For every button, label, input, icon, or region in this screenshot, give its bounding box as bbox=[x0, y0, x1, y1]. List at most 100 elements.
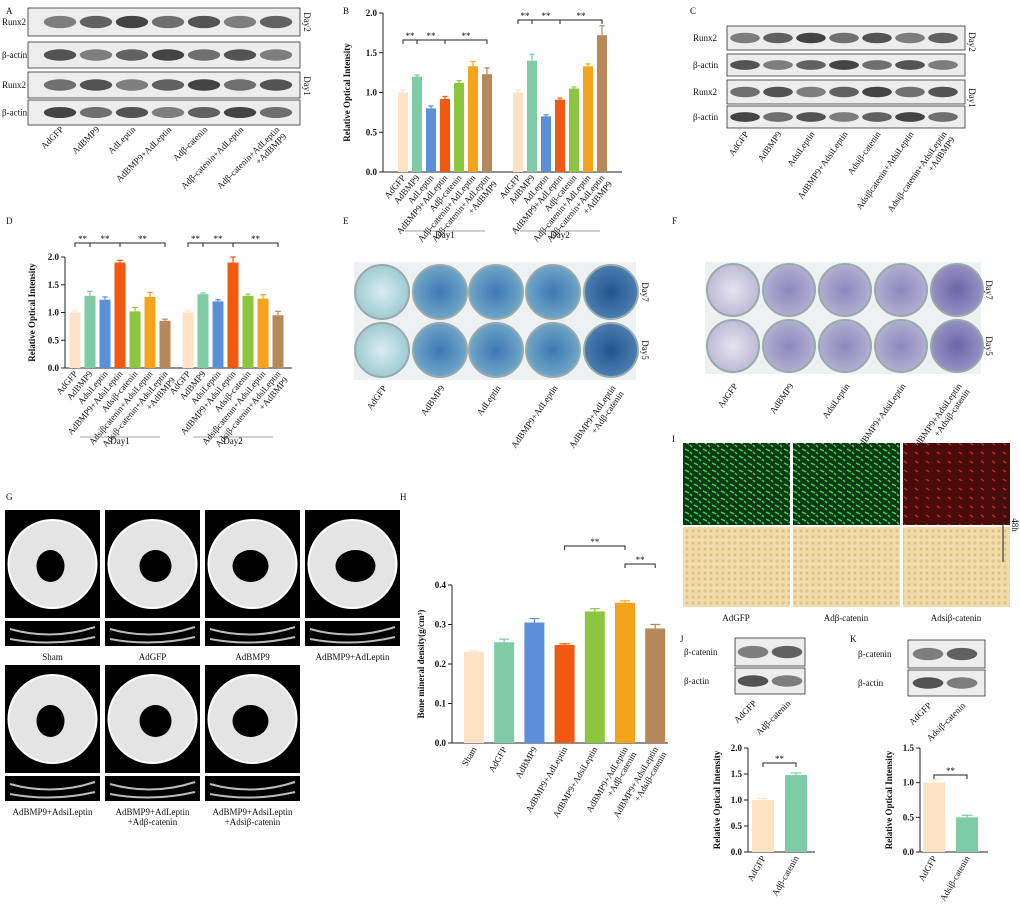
blot-band bbox=[115, 49, 149, 61]
blot-band bbox=[763, 86, 793, 98]
blot-row-label: β-actin bbox=[2, 108, 28, 118]
fluorescence-image bbox=[903, 443, 1010, 525]
well bbox=[354, 264, 410, 320]
bar bbox=[482, 74, 492, 172]
blot-row-label: β-catenin bbox=[684, 647, 718, 657]
blot-band bbox=[259, 15, 293, 29]
significance-bracket bbox=[119, 242, 166, 247]
error-bar bbox=[200, 292, 206, 295]
y-tick-label: 0.2 bbox=[435, 659, 447, 669]
bar bbox=[454, 82, 464, 172]
error-bar bbox=[400, 89, 406, 93]
blot-band bbox=[763, 112, 793, 122]
significance-label: ** bbox=[521, 11, 531, 21]
blot-band bbox=[895, 86, 925, 98]
blot-band bbox=[730, 60, 760, 70]
blot-band bbox=[912, 647, 944, 661]
bar bbox=[555, 99, 565, 172]
bar bbox=[554, 645, 575, 743]
blot-band bbox=[763, 32, 793, 44]
blot-band bbox=[829, 32, 859, 44]
blot-row-label: β-catenin bbox=[858, 649, 892, 659]
x-tick-label: AdGFP bbox=[745, 854, 767, 883]
significance-label: ** bbox=[406, 31, 416, 41]
error-bar bbox=[469, 650, 479, 653]
well bbox=[412, 322, 468, 378]
blot-row-label: β-actin bbox=[684, 676, 710, 686]
error-bar bbox=[529, 617, 540, 623]
lane-label: AdGFP bbox=[907, 700, 934, 727]
error-bar bbox=[132, 306, 138, 312]
y-tick-label: 0.5 bbox=[366, 127, 378, 137]
bar bbox=[645, 628, 666, 743]
panel-letter: D bbox=[6, 216, 13, 226]
well bbox=[354, 322, 410, 378]
ct-marrow bbox=[139, 705, 172, 737]
blot-band bbox=[151, 79, 185, 91]
x-tick-label: Sham bbox=[460, 745, 479, 768]
bar bbox=[468, 66, 478, 172]
panel-letter: H bbox=[400, 492, 407, 502]
group-label: Day2 bbox=[223, 436, 243, 446]
blot-row-label: β-actin bbox=[2, 50, 28, 60]
significance-bracket bbox=[232, 242, 279, 247]
panel-letter: B bbox=[343, 6, 349, 16]
day-label: Day2 bbox=[302, 12, 312, 32]
bar bbox=[99, 299, 111, 368]
blot-band bbox=[79, 15, 113, 29]
bar bbox=[398, 92, 408, 172]
ct-label: AdBMP9+AdsiLeptin +Adsiβ-catenin bbox=[212, 807, 293, 827]
well bbox=[762, 319, 816, 373]
error-bar bbox=[102, 296, 108, 300]
blot-row-label: Runx2 bbox=[693, 87, 717, 97]
blot-band bbox=[43, 79, 77, 91]
blot-band bbox=[79, 107, 113, 118]
bar bbox=[785, 775, 807, 852]
y-tick-label: 1.5 bbox=[903, 743, 915, 753]
well bbox=[583, 264, 639, 320]
error-bar bbox=[543, 114, 549, 117]
x-tick-label: AdGFP bbox=[916, 854, 938, 883]
lane-label: Adsiβ-catenin bbox=[845, 129, 882, 177]
lane-label: AdsiLeptin bbox=[785, 129, 817, 168]
well bbox=[706, 319, 760, 373]
significance-label: ** bbox=[191, 234, 201, 244]
blot-band bbox=[151, 49, 185, 61]
error-bar bbox=[571, 86, 577, 89]
ct-marrow bbox=[36, 705, 65, 737]
blot-band bbox=[730, 32, 760, 44]
ct-marrow bbox=[335, 550, 376, 582]
error-bar bbox=[585, 63, 591, 67]
bar bbox=[426, 108, 436, 172]
y-tick-label: 0.0 bbox=[731, 847, 743, 857]
error-bar bbox=[599, 25, 605, 36]
blot-band bbox=[946, 647, 978, 661]
well bbox=[525, 322, 581, 378]
day-label: Day5 bbox=[984, 336, 994, 356]
lane-label: AdLeptin bbox=[475, 383, 503, 417]
error-bar bbox=[559, 643, 570, 646]
x-tick-label: Adsiβ-catenin bbox=[938, 854, 972, 903]
brightfield-image bbox=[903, 527, 1010, 607]
blot-band bbox=[737, 675, 769, 687]
blot-row-label: β-actin bbox=[693, 112, 719, 122]
image-label: Adsiβ-catenin bbox=[931, 613, 982, 623]
error-bar bbox=[442, 95, 448, 99]
well bbox=[818, 319, 872, 373]
y-tick-label: 0.4 bbox=[435, 580, 447, 590]
error-bar bbox=[215, 299, 221, 302]
blot-band bbox=[796, 112, 826, 122]
error-bar bbox=[275, 310, 281, 316]
y-tick-label: 0.5 bbox=[731, 821, 743, 831]
y-axis-label: Bone mineral density(g/cm³) bbox=[416, 610, 426, 719]
bar bbox=[242, 295, 254, 368]
y-axis-label: Relative Optical Intensity bbox=[27, 263, 37, 362]
significance-label: ** bbox=[138, 234, 148, 244]
blot-row-label: Runx2 bbox=[693, 33, 717, 43]
bar bbox=[197, 294, 209, 368]
significance-label: ** bbox=[101, 234, 111, 244]
y-tick-label: 0.1 bbox=[435, 699, 447, 709]
lane-label: Adβ-catenin bbox=[171, 124, 210, 163]
y-tick-label: 1.5 bbox=[366, 48, 378, 58]
significance-label: ** bbox=[775, 754, 785, 764]
